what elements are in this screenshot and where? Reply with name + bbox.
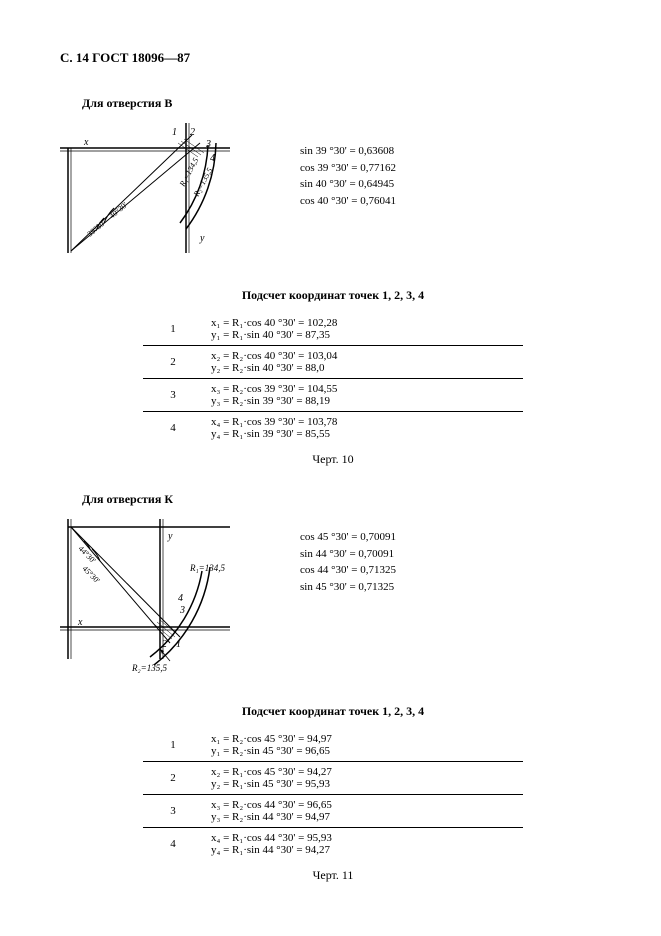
caption-k: Черт. 11 xyxy=(60,868,606,883)
row-eq: x₄ = R₁·cos 39 °30' = 103,78y₄ = R₁·sin … xyxy=(203,412,523,445)
trig-line: cos 39 °30' = 0,77162 xyxy=(300,160,396,177)
row-num: 3 xyxy=(143,795,203,828)
trig-k: cos 45 °30' = 0,70091 sin 44 °30' = 0,70… xyxy=(300,529,396,595)
svg-text:R₂=135,5: R₂=135,5 xyxy=(191,166,214,199)
trig-line: sin 44 °30' = 0,70091 xyxy=(300,546,396,563)
caption-b: Черт. 10 xyxy=(60,452,606,467)
svg-text:4: 4 xyxy=(210,153,215,164)
section-b-title: Для отверстия В xyxy=(82,96,606,111)
section-k-title: Для отверстия К xyxy=(82,492,606,507)
svg-text:1: 1 xyxy=(172,127,177,138)
svg-text:44°30': 44°30' xyxy=(77,544,98,565)
row-eq: x₂ = R₂·cos 40 °30' = 103,04y₂ = R₂·sin … xyxy=(203,346,523,379)
row-num: 1 xyxy=(143,313,203,346)
svg-text:y: y xyxy=(167,531,173,542)
diagram-k: x y 44°30' 45°30' R₁=134,5 R₂=135,5 4 3 … xyxy=(60,519,240,679)
svg-text:y: y xyxy=(199,233,205,244)
table-b-title: Подсчет координат точек 1, 2, 3, 4 xyxy=(60,288,606,303)
trig-b: sin 39 °30' = 0,63608 cos 39 °30' = 0,77… xyxy=(300,143,396,209)
section-k-row: x y 44°30' 45°30' R₁=134,5 R₂=135,5 4 3 … xyxy=(60,519,606,679)
page-header: С. 14 ГОСТ 18096—87 xyxy=(60,50,606,66)
row-eq: x₄ = R₁·cos 44 °30' = 95,93y₄ = R₁·sin 4… xyxy=(203,828,523,861)
section-b-row: x y 1 2 3 4 39°30' 40°30' R₁=134,5 R₂=13… xyxy=(60,123,606,263)
svg-text:1: 1 xyxy=(176,639,181,650)
svg-text:2: 2 xyxy=(190,127,195,138)
row-num: 2 xyxy=(143,762,203,795)
svg-text:R₁=134,5: R₁=134,5 xyxy=(189,563,225,573)
coord-table-k: 1x₁ = R₂·cos 45 °30' = 94,97y₁ = R₂·sin … xyxy=(143,729,523,860)
row-eq: x₃ = R₂·cos 39 °30' = 104,55y₃ = R₂·sin … xyxy=(203,379,523,412)
svg-text:3: 3 xyxy=(179,605,185,616)
svg-text:4: 4 xyxy=(178,593,183,604)
trig-line: cos 44 °30' = 0,71325 xyxy=(300,562,396,579)
trig-line: sin 39 °30' = 0,63608 xyxy=(300,143,396,160)
diagram-b: x y 1 2 3 4 39°30' 40°30' R₁=134,5 R₂=13… xyxy=(60,123,240,263)
trig-line: sin 45 °30' = 0,71325 xyxy=(300,579,396,596)
row-eq: x₃ = R₂·cos 44 °30' = 96,65y₃ = R₂·sin 4… xyxy=(203,795,523,828)
row-num: 1 xyxy=(143,729,203,762)
svg-text:2: 2 xyxy=(162,639,167,650)
svg-text:R₂=135,5: R₂=135,5 xyxy=(131,663,167,673)
trig-line: cos 45 °30' = 0,70091 xyxy=(300,529,396,546)
svg-text:x: x xyxy=(77,617,83,628)
svg-text:3: 3 xyxy=(205,139,211,150)
row-eq: x₁ = R₂·cos 45 °30' = 94,97y₁ = R₂·sin 4… xyxy=(203,729,523,762)
trig-line: sin 40 °30' = 0,64945 xyxy=(300,176,396,193)
svg-text:45°30': 45°30' xyxy=(81,564,102,585)
svg-text:40°30': 40°30' xyxy=(108,200,130,221)
row-num: 3 xyxy=(143,379,203,412)
row-num: 4 xyxy=(143,828,203,861)
row-eq: x₁ = R₁·cos 40 °30' = 102,28y₁ = R₁·sin … xyxy=(203,313,523,346)
coord-table-b: 1x₁ = R₁·cos 40 °30' = 102,28y₁ = R₁·sin… xyxy=(143,313,523,444)
table-k-title: Подсчет координат точек 1, 2, 3, 4 xyxy=(60,704,606,719)
row-eq: x₂ = R₁·cos 45 °30' = 94,27y₂ = R₁·sin 4… xyxy=(203,762,523,795)
row-num: 4 xyxy=(143,412,203,445)
row-num: 2 xyxy=(143,346,203,379)
trig-line: cos 40 °30' = 0,76041 xyxy=(300,193,396,210)
svg-text:x: x xyxy=(83,137,89,148)
svg-text:39°30': 39°30' xyxy=(86,218,108,239)
